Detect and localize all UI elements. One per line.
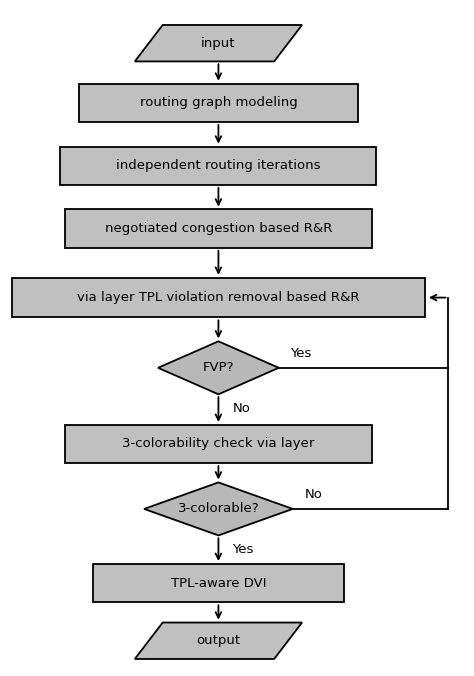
- Text: via layer TPL violation removal based R&R: via layer TPL violation removal based R&…: [77, 291, 360, 304]
- FancyBboxPatch shape: [93, 564, 344, 602]
- FancyBboxPatch shape: [79, 84, 358, 122]
- Text: Yes: Yes: [291, 347, 312, 360]
- Polygon shape: [144, 483, 293, 535]
- Text: routing graph modeling: routing graph modeling: [139, 96, 297, 110]
- Text: output: output: [196, 634, 240, 647]
- FancyBboxPatch shape: [12, 278, 425, 318]
- Text: 3-colorable?: 3-colorable?: [178, 502, 259, 515]
- Text: input: input: [201, 37, 236, 50]
- FancyBboxPatch shape: [65, 425, 372, 463]
- Text: No: No: [304, 488, 322, 501]
- Text: independent routing iterations: independent routing iterations: [116, 160, 321, 172]
- Polygon shape: [135, 623, 302, 659]
- Text: FVP?: FVP?: [203, 361, 234, 375]
- FancyBboxPatch shape: [61, 147, 376, 185]
- Polygon shape: [158, 341, 279, 394]
- Text: 3-colorability check via layer: 3-colorability check via layer: [122, 437, 315, 450]
- Text: TPL-aware DVI: TPL-aware DVI: [171, 577, 266, 589]
- FancyBboxPatch shape: [65, 210, 372, 248]
- Polygon shape: [135, 25, 302, 62]
- Text: Yes: Yes: [232, 544, 254, 556]
- Text: No: No: [232, 402, 250, 415]
- Text: negotiated congestion based R&R: negotiated congestion based R&R: [105, 222, 332, 235]
